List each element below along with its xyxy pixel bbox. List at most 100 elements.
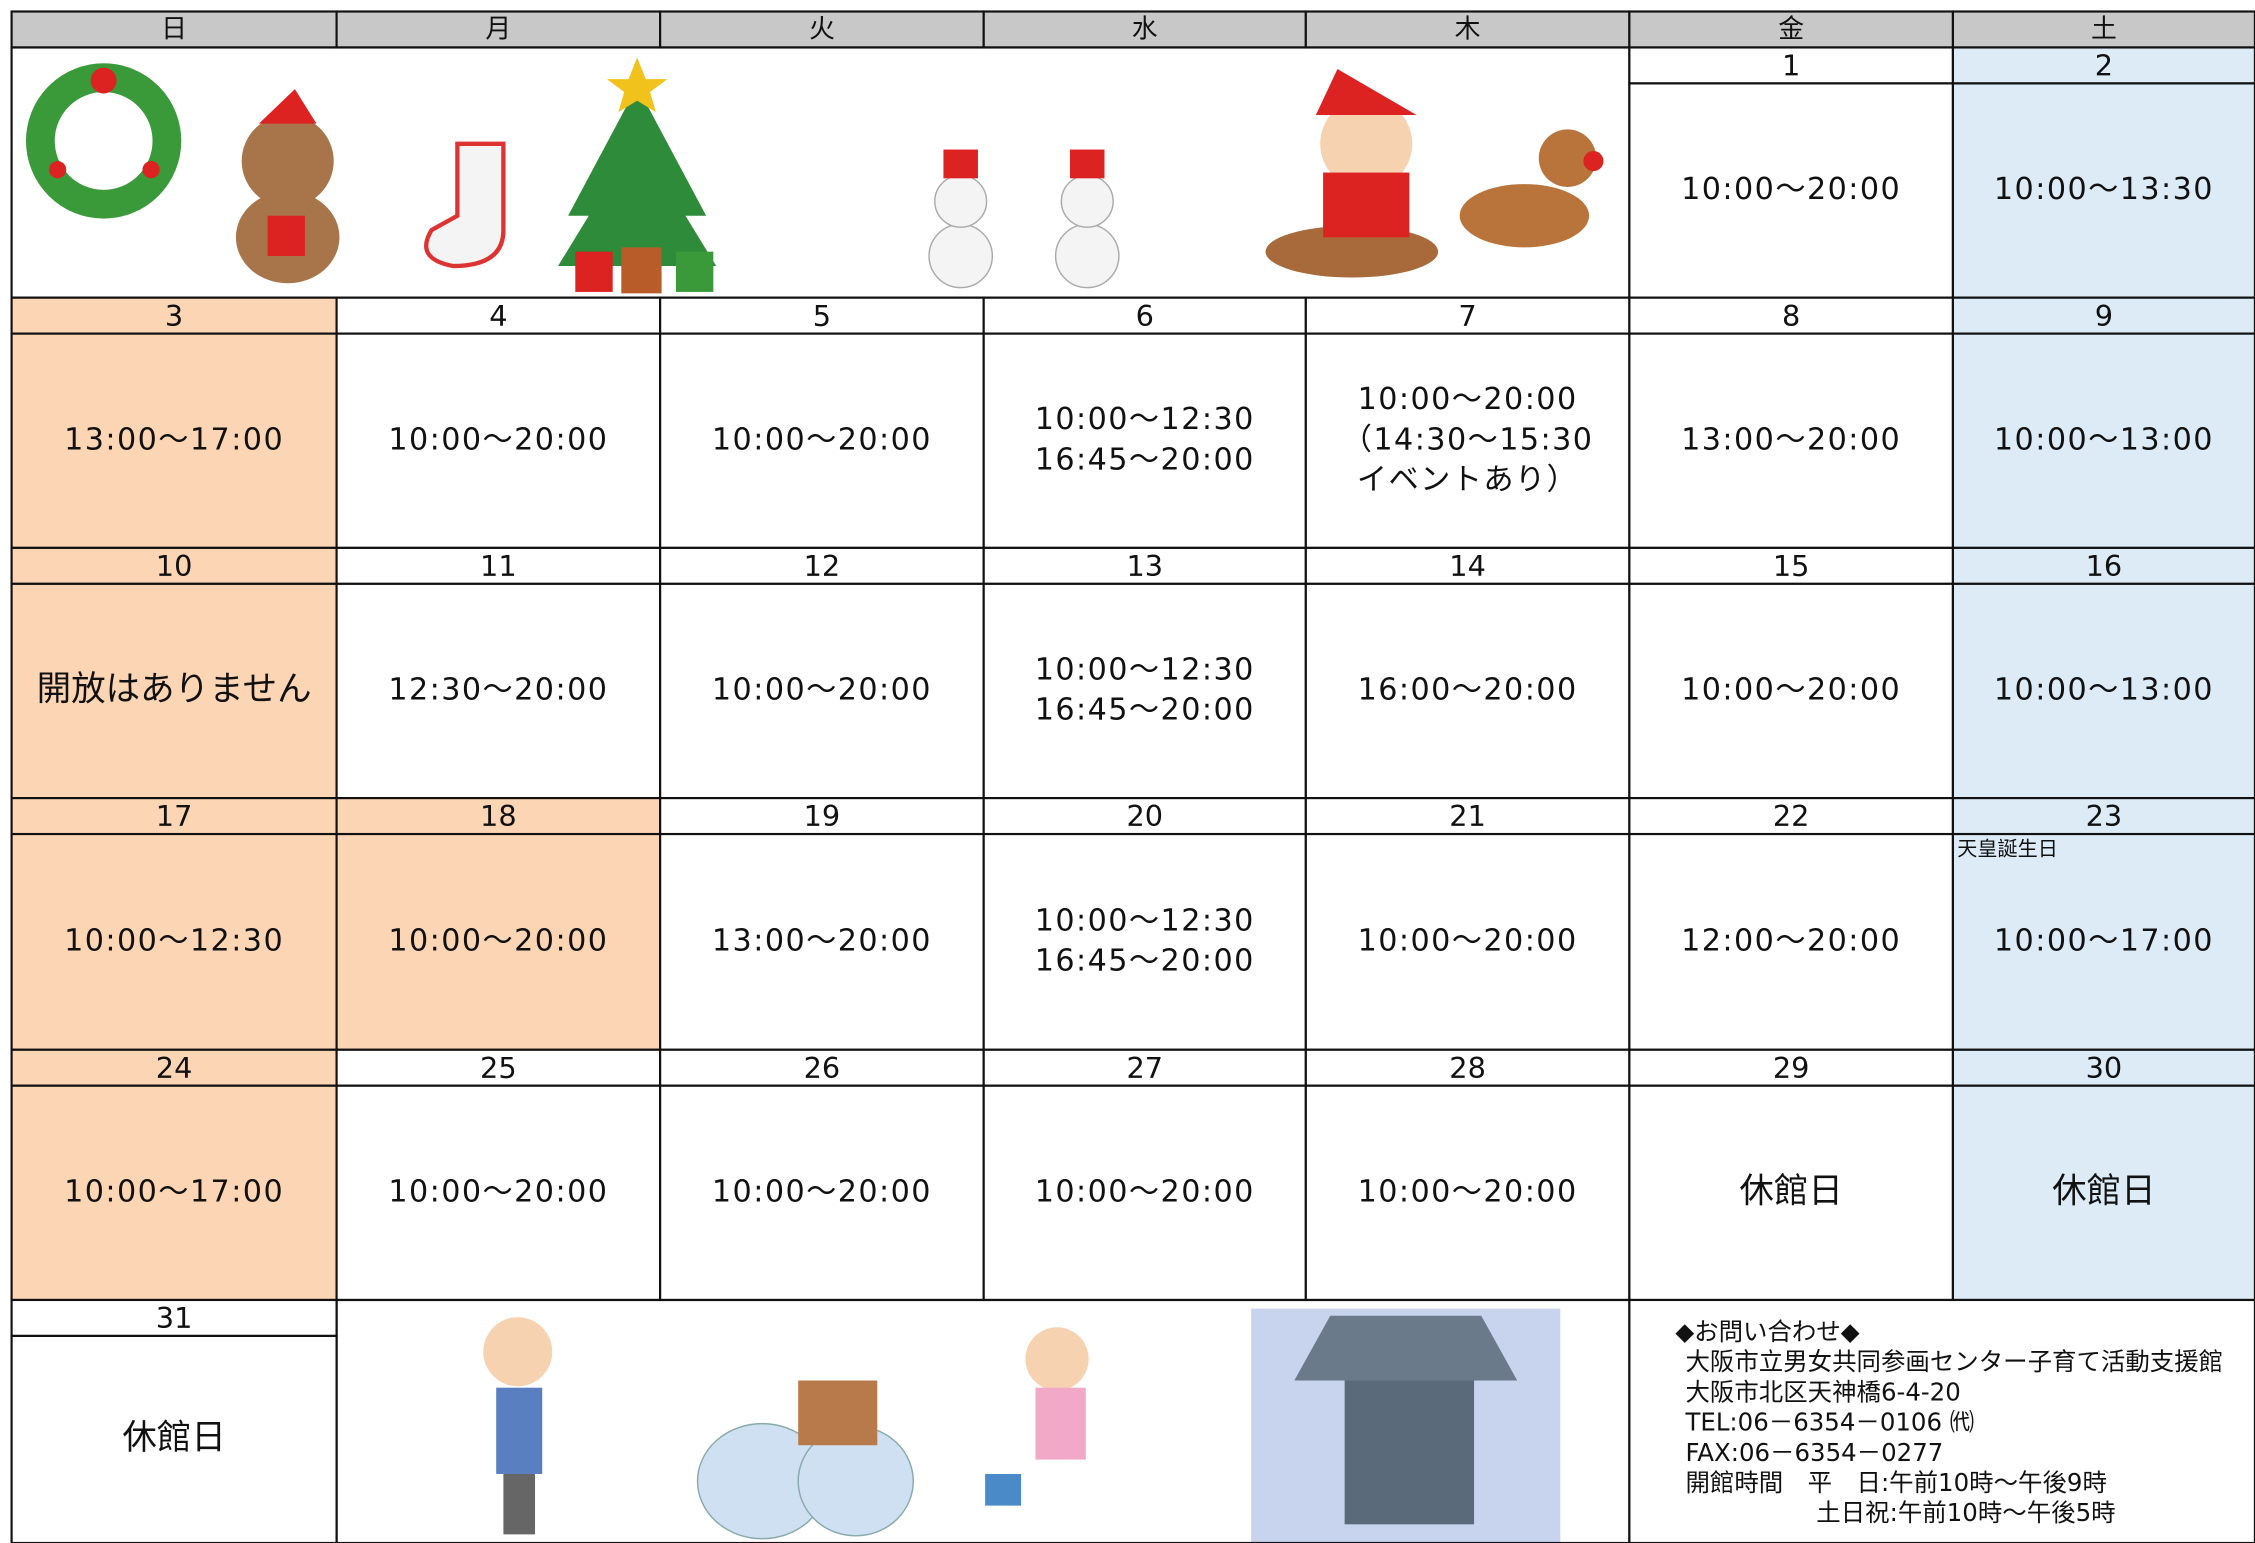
hours: 12:00〜20:00 [1681,923,1901,958]
day-number: 22 [1773,799,1810,833]
day-cell [1304,332,1631,549]
date-strip [1951,546,2255,585]
hours: 13:00〜20:00 [712,923,932,958]
hours: 休館日 [122,1418,225,1458]
day-number: 14 [1449,549,1486,583]
weekday: 木 [1455,15,1481,45]
day-number: 8 [1782,299,1800,333]
day-number: 7 [1458,299,1476,333]
contact-line: 大阪市立男女共同参画センター子育て活動支援館 [1685,1347,2223,1376]
day-number: 11 [480,549,517,583]
contact-line: TEL:06－6354－0106 ㈹ [1684,1408,1974,1437]
date-strip [982,296,1307,335]
hours: 10:00〜20:00 [388,1174,608,1209]
header-cell [659,10,985,49]
hours: 10:00〜20:00 [1035,1174,1255,1209]
day-cell [10,582,338,800]
hours: 12:30〜20:00 [388,672,608,707]
date-strip [335,546,662,585]
hours: 10:00〜12:30 [1035,903,1255,938]
hours: 10:00〜20:00 [1358,1174,1578,1209]
hours: 10:00〜20:00 [712,1174,932,1209]
day-cell [982,1084,1307,1302]
hours: 休館日 [2052,1171,2156,1211]
date-strip [10,797,338,836]
day-cell [1951,832,2255,1051]
date-strip [1951,1048,2255,1087]
day-number: 18 [480,799,517,833]
date-strip [335,296,662,335]
hours: 10:00〜20:00 [712,422,932,457]
date-strip [335,797,662,836]
weekday: 金 [1778,15,1804,45]
hours: 10:00〜20:00 [1358,923,1578,958]
hours: 10:00〜13:00 [1994,422,2214,457]
hours: 10:00〜20:00 [1681,172,1901,207]
day-cell [1304,832,1631,1051]
date-strip [982,1048,1307,1087]
day-number: 30 [2086,1051,2123,1085]
weekday: 月 [485,15,511,45]
day-cell [1628,832,1955,1051]
date-strip [659,296,985,335]
day-cell [982,332,1307,549]
hours: 16:45〜20:00 [1035,693,1255,728]
date-strip [1304,546,1631,585]
day-number: 6 [1136,299,1154,333]
illustration-bottom [483,1308,1561,1543]
hours: 10:00〜12:30 [1035,402,1255,437]
date-strip [335,1048,662,1087]
day-number: 5 [813,299,831,333]
contact-line: FAX:06－6354－0277 [1685,1438,1943,1467]
day-number: 13 [1126,549,1163,583]
weekday: 水 [1132,15,1158,45]
hours: 10:00〜20:00 [712,672,932,707]
weekday: 土 [2091,15,2117,45]
day-number: 28 [1449,1051,1486,1085]
header-cell [10,10,338,49]
hours: 16:45〜20:00 [1035,442,1255,477]
day-number: 2 [2095,49,2113,83]
hours: 10:00〜20:00 [388,923,608,958]
day-cell [1628,1084,1955,1302]
hours: 10:00〜20:00 [1358,382,1578,417]
contact-line: 土日祝:午前10時〜午後5時 [1816,1498,2115,1527]
day-cell [335,832,662,1051]
hours: 10:00〜17:00 [1994,923,2214,958]
illustration-top [25,57,1604,294]
day-number: 25 [480,1051,517,1085]
day-number: 15 [1773,549,1810,583]
header-cell [1304,10,1631,49]
hours: 13:00〜17:00 [64,422,284,457]
hours: 10:00〜12:30 [64,923,284,958]
hours: 10:00〜20:00 [1681,672,1901,707]
day-number: 10 [156,549,193,583]
day-number: 1 [1782,49,1800,83]
hours: （14:30〜15:30 [1342,422,1594,457]
day-cell [982,832,1307,1051]
day-number: 26 [804,1051,841,1085]
day-cell [1951,1084,2255,1302]
hours: 10:00〜12:30 [1035,652,1255,687]
header-cell [1628,10,1955,49]
weekday: 日 [161,15,187,45]
contact-line: 開館時間 平 日:午前10時〜午後9時 [1685,1468,2106,1497]
hours: 開放はありません [37,669,312,709]
hours: 10:00〜13:30 [1994,172,2214,207]
date-strip [1628,46,1955,85]
hours: イベントあり） [1357,463,1578,498]
holiday-note: 天皇誕生日 [1957,836,2058,860]
date-strip [1304,296,1631,335]
day-cell [10,332,338,549]
hours: 10:00〜20:00 [388,422,608,457]
day-number: 24 [156,1051,193,1085]
hours: 10:00〜17:00 [64,1174,284,1209]
day-cell [659,1084,985,1302]
day-cell [1304,1084,1631,1302]
date-strip [1951,797,2255,836]
contact-box [1628,1298,2255,1543]
date-strip [1951,296,2255,335]
date-strip [10,1048,338,1087]
day-cell [335,1084,662,1302]
